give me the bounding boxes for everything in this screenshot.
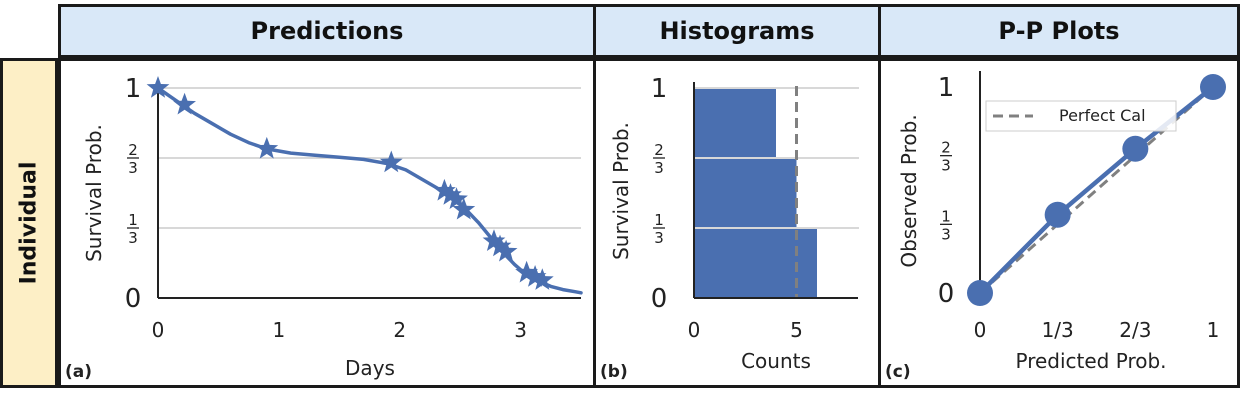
star-marker-13 xyxy=(530,268,554,290)
ytick-c-3: 1 xyxy=(938,73,955,103)
header-histograms: Histograms xyxy=(593,4,881,58)
ytick-a-2-num: 2 xyxy=(128,141,138,159)
panel-pp-plots: Perfect Cal 0 1 3 2 3 1 0 1/3 2/3 1 Observed Prob. P… xyxy=(878,58,1240,388)
star-marker-5 xyxy=(439,183,462,205)
ytick-b-0: 0 xyxy=(651,284,668,314)
star-marker-9 xyxy=(488,234,512,257)
star-marker-2 xyxy=(255,136,279,159)
xtick-a-2: 2 xyxy=(393,318,406,342)
ytick-b-2-num: 2 xyxy=(654,141,664,159)
panel-histograms: 0 1 3 2 3 1 0 5 Survival Prob. Counts (b) xyxy=(593,58,881,388)
header-pp-plots: P-P Plots xyxy=(878,4,1240,58)
xtick-c-1: 1/3 xyxy=(1042,318,1074,342)
xtick-c-0: 0 xyxy=(974,318,987,342)
star-marker-3 xyxy=(379,150,403,173)
hist-bar-1 xyxy=(694,159,797,227)
observed-point-1 xyxy=(1044,201,1071,228)
row-label-individual: Individual xyxy=(0,58,58,388)
ytick-b-3: 1 xyxy=(651,74,668,104)
star-marker-12 xyxy=(523,265,547,287)
ytick-c-1-den: 3 xyxy=(941,225,951,243)
legend-label: Perfect Cal xyxy=(1059,106,1146,125)
observed-point-2 xyxy=(1122,135,1149,162)
ytick-c-1-num: 1 xyxy=(941,207,951,225)
ytick-a-0: 0 xyxy=(125,284,142,314)
survival-curve xyxy=(156,86,583,295)
star-marker-7 xyxy=(452,197,476,220)
xlabel-a: Days xyxy=(345,356,395,380)
ylabel-c: Observed Prob. xyxy=(897,114,921,267)
xtick-a-3: 3 xyxy=(514,318,527,342)
observed-point-3 xyxy=(1200,74,1226,100)
xtick-b-0: 0 xyxy=(688,318,701,342)
xlabel-b: Counts xyxy=(741,349,811,373)
star-marker-6 xyxy=(445,187,468,209)
xtick-c-2: 2/3 xyxy=(1119,318,1151,342)
panel-tag-b: (b) xyxy=(600,362,628,382)
ytick-a-3: 1 xyxy=(125,74,142,104)
ylabel-a: Survival Prob. xyxy=(82,124,106,262)
hist-bar-2 xyxy=(694,89,776,157)
xtick-a-1: 1 xyxy=(272,318,285,342)
xtick-c-3: 1 xyxy=(1207,318,1220,342)
star-marker-1 xyxy=(173,92,196,115)
ytick-c-0: 0 xyxy=(938,279,955,309)
hist-bar-0 xyxy=(694,229,817,297)
ytick-a-1-den: 3 xyxy=(128,229,138,247)
panel-tag-a: (a) xyxy=(65,362,92,382)
star-marker-10 xyxy=(494,239,518,262)
panel-predictions: 0 1 3 2 3 1 0 1 2 3 Survival Prob. Days (a) xyxy=(58,58,596,388)
panel-tag-c: (c) xyxy=(885,362,911,382)
header-predictions: Predictions xyxy=(58,4,596,58)
ytick-b-1-num: 1 xyxy=(654,211,664,229)
star-marker-8 xyxy=(482,229,506,251)
star-marker-0 xyxy=(146,76,170,98)
ytick-b-1-den: 3 xyxy=(654,229,664,247)
xlabel-c: Predicted Prob. xyxy=(1015,349,1166,373)
xtick-b-1: 5 xyxy=(790,318,803,342)
ytick-c-2-num: 2 xyxy=(941,139,951,157)
observed-point-0 xyxy=(967,280,993,306)
star-marker-4 xyxy=(433,178,456,201)
ytick-b-2-den: 3 xyxy=(654,159,664,177)
ytick-a-2-den: 3 xyxy=(128,159,138,177)
row-label-text: Individual xyxy=(16,161,42,285)
ytick-c-2-den: 3 xyxy=(941,157,951,175)
ytick-a-1-num: 1 xyxy=(128,211,138,229)
star-marker-11 xyxy=(515,260,538,283)
xtick-a-0: 0 xyxy=(152,318,165,342)
ylabel-b: Survival Prob. xyxy=(609,122,633,260)
